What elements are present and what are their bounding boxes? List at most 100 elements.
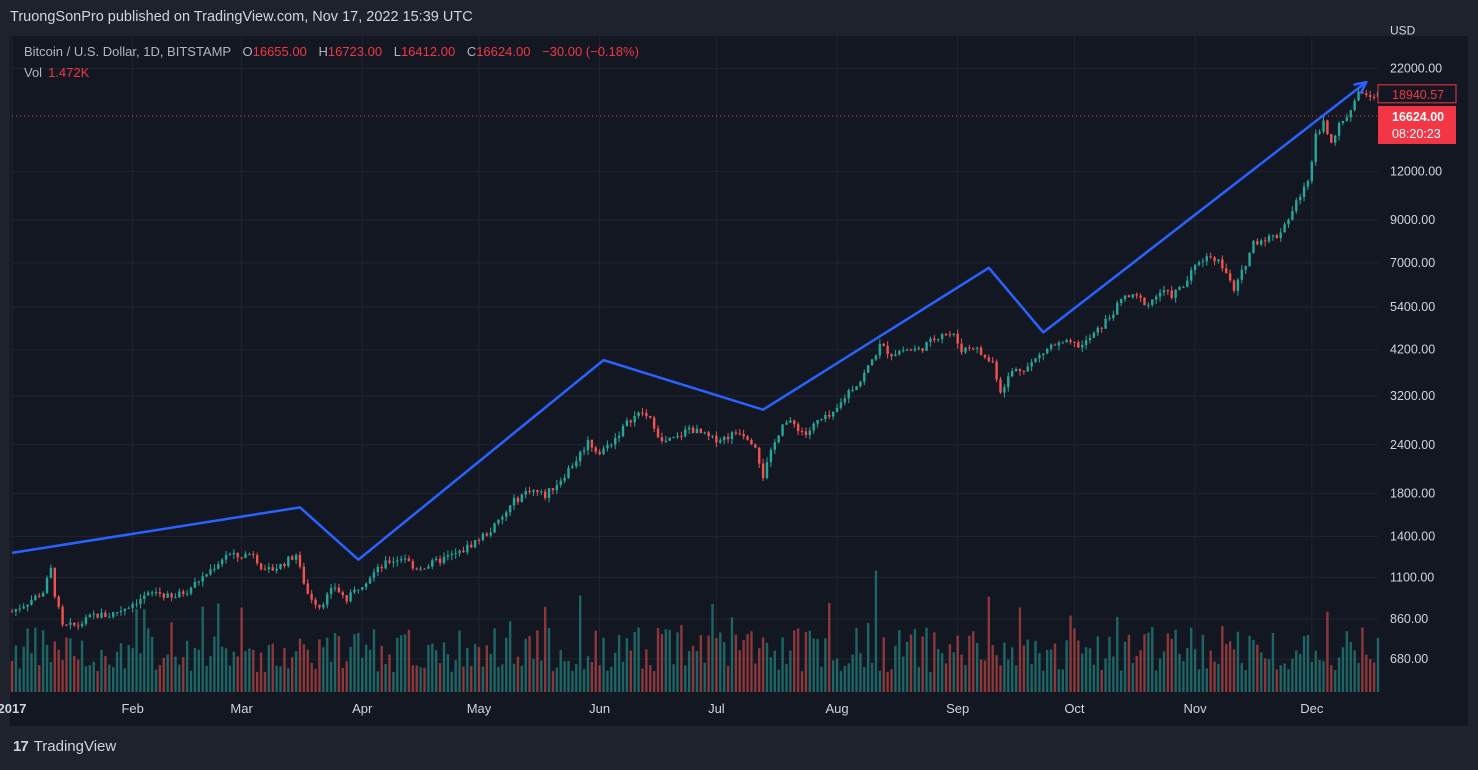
candle-body	[851, 390, 854, 392]
volume-bar	[1353, 650, 1356, 692]
volume-bar	[131, 648, 134, 692]
candle-body	[244, 554, 247, 558]
volume-bar	[147, 628, 150, 692]
volume-bar	[1135, 655, 1138, 692]
candle-body	[516, 497, 520, 502]
volume-bar	[415, 665, 418, 692]
volume-bar	[135, 608, 138, 692]
volume-bar	[726, 665, 730, 692]
candle-body	[493, 523, 496, 533]
candle-body	[1279, 232, 1282, 239]
volume-bar	[220, 646, 224, 692]
candle-body	[399, 559, 403, 561]
candle-body	[1283, 224, 1286, 233]
volume-bar	[287, 668, 290, 692]
candle-body	[1084, 340, 1088, 345]
candle-body	[1003, 387, 1006, 393]
candle-body	[567, 468, 570, 478]
candle-body	[1295, 200, 1298, 212]
volume-bar	[765, 642, 769, 692]
volume-bar	[1053, 643, 1057, 692]
high-label: H	[318, 44, 328, 59]
time-tick-label: Apr	[352, 701, 373, 716]
candle-body	[551, 488, 555, 491]
candle-body	[1038, 355, 1041, 359]
candle-body	[1022, 371, 1026, 373]
candle-body	[306, 583, 309, 594]
candle-body	[793, 420, 796, 425]
candle-body	[800, 431, 804, 433]
candle-body	[454, 553, 457, 555]
volume-bar	[1306, 634, 1310, 692]
volume-bar	[921, 636, 924, 692]
candle-body	[477, 539, 481, 541]
candle-body	[781, 424, 784, 436]
high-value: 16723.00	[327, 44, 383, 59]
price-tick-label: 860.00	[1390, 612, 1428, 626]
volume-bar	[761, 637, 765, 692]
candle-body	[220, 559, 224, 565]
volume-bar	[847, 663, 850, 692]
volume-bar	[1260, 652, 1263, 692]
volume-bar	[1119, 670, 1123, 692]
volume-bar	[816, 638, 819, 692]
candle-body	[1007, 376, 1010, 388]
volume-bar	[567, 660, 570, 692]
candle-body	[1151, 299, 1154, 305]
volume-bar	[1174, 629, 1177, 692]
tradingview-brand[interactable]: 17 TradingView	[13, 738, 116, 755]
volume-bar	[859, 653, 862, 692]
candle-body	[92, 613, 95, 615]
volume-bar	[656, 627, 660, 692]
candle-body	[804, 431, 808, 436]
volume-bar	[571, 670, 574, 692]
volume-bar	[267, 645, 271, 692]
volume-bar	[1182, 661, 1185, 692]
candle-body	[796, 424, 800, 432]
chart-panel[interactable]	[10, 36, 1468, 726]
volume-bar	[863, 666, 866, 692]
candle-body	[925, 342, 928, 351]
volume-bar	[30, 653, 33, 692]
volume-bar	[1143, 634, 1146, 692]
volume-bar	[271, 643, 274, 692]
volume-bar	[843, 665, 847, 692]
candle-body	[520, 494, 524, 502]
volume-bar	[746, 634, 749, 692]
candle-body	[275, 568, 278, 571]
volume-bar	[326, 637, 329, 692]
volume-bar	[1166, 633, 1170, 692]
volume-bar	[590, 661, 594, 692]
candle-body	[894, 354, 897, 357]
candle-body	[1189, 270, 1193, 281]
candle-body	[318, 604, 321, 608]
candle-body	[255, 555, 259, 564]
candle-body	[691, 427, 695, 434]
candle-body	[213, 568, 216, 570]
volume-bar	[1147, 632, 1150, 692]
volume-bar	[1298, 654, 1302, 692]
price-axis: USD 22000.00 12000.00 9000.00 7000.00 5400.00…	[1390, 23, 1442, 666]
volume-bar	[1341, 647, 1345, 692]
volume-bar	[166, 654, 169, 692]
volume-bar	[637, 627, 640, 692]
volume-legend: Vol 1.472K	[24, 65, 89, 80]
volume-bar	[493, 628, 496, 692]
volume-bar	[1014, 665, 1018, 692]
volume-bar	[594, 630, 597, 692]
candle-body	[746, 436, 749, 440]
price-tick-label: 9000.00	[1390, 213, 1435, 227]
candle-body	[684, 429, 687, 437]
candle-body	[540, 491, 543, 493]
volume-bar	[1267, 659, 1271, 692]
volume-bar	[1186, 648, 1189, 692]
volume-bar	[964, 665, 967, 692]
candle-body	[614, 437, 617, 445]
volume-bar	[298, 638, 302, 692]
time-tick-label: May	[467, 701, 492, 716]
volume-bar	[719, 632, 722, 692]
candle-body	[1357, 91, 1360, 101]
volume-bar	[547, 628, 551, 692]
candle-body	[38, 595, 41, 597]
